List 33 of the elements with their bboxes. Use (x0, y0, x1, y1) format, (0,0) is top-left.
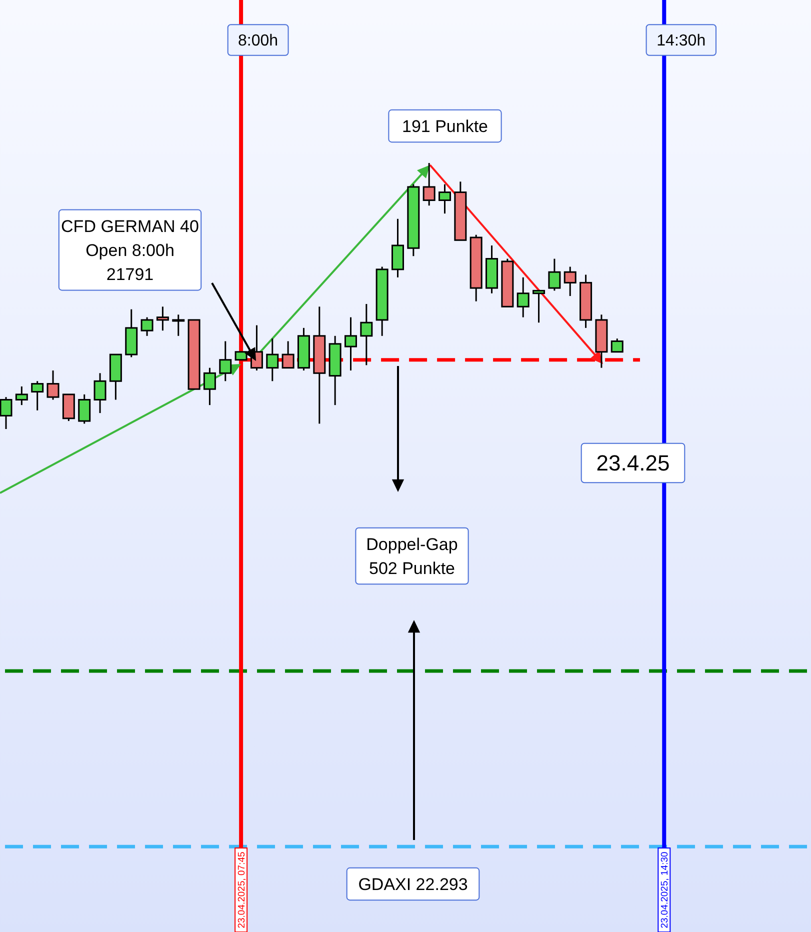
candlestick (156, 306, 169, 332)
candlestick (360, 303, 373, 366)
candlestick (203, 367, 216, 406)
candlestick (0, 396, 12, 430)
text: 191 Punkte (402, 116, 488, 136)
candlestick (438, 184, 452, 214)
x-tick-label: 23.04.2025, 07:45 (236, 852, 248, 928)
candlestick (46, 370, 60, 400)
candlestick (31, 380, 44, 412)
text: Doppel-Gap 502 Punkte (366, 534, 458, 578)
candlestick (564, 266, 576, 297)
x-tick-label: 23.04.2025, 14:30 (659, 852, 670, 928)
candlestick (548, 258, 561, 292)
candlestick (62, 394, 75, 422)
ref-line-label: 14:30h (656, 32, 706, 50)
candlestick (140, 316, 154, 337)
annotation: CFD GERMAN 40 Open 8:00h 21791 (61, 216, 199, 284)
candlestick (610, 338, 624, 353)
candlestick (219, 340, 232, 382)
candlestick (94, 372, 106, 414)
candlestick (532, 290, 546, 324)
candlestick (282, 340, 294, 369)
candlestick (392, 218, 404, 278)
candlestick (15, 386, 28, 406)
text: GDAXI 22.293 (358, 874, 468, 894)
candlestick (344, 316, 357, 372)
candlestick (422, 162, 436, 206)
candlestick (172, 314, 185, 337)
candlestick (78, 394, 91, 424)
text: 23.4.25 (596, 450, 670, 476)
candlestick (266, 338, 279, 382)
candlestick (516, 276, 530, 318)
ref-line-label: 8:00h (238, 32, 278, 50)
